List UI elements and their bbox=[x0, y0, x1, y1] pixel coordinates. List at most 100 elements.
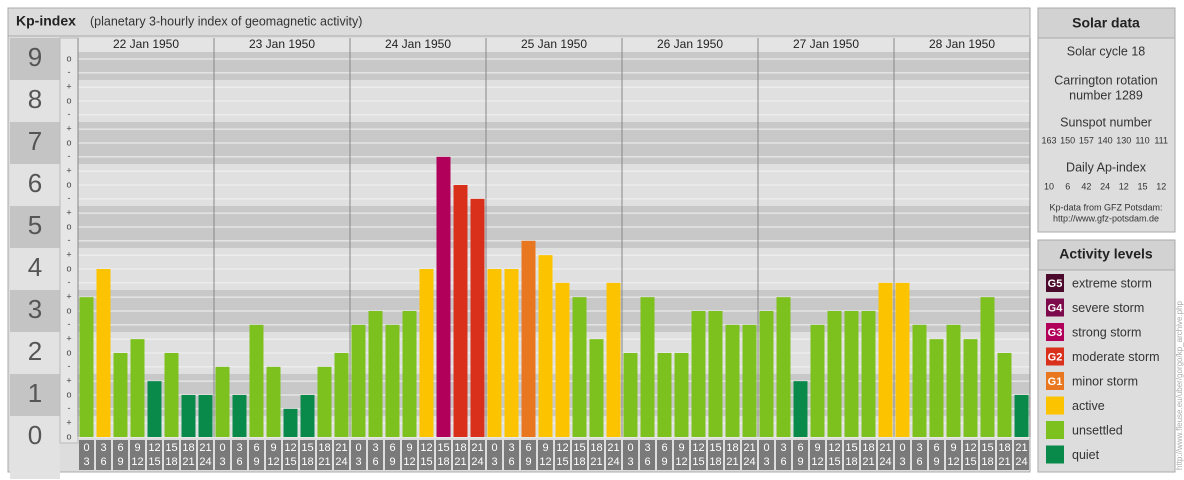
minor-tick-label: o bbox=[66, 53, 71, 63]
x-tick-label: 9 bbox=[270, 442, 276, 454]
bar bbox=[759, 311, 774, 437]
x-tick-label: 6 bbox=[389, 442, 395, 454]
x-tick-label: 3 bbox=[219, 456, 225, 468]
bar bbox=[776, 297, 791, 437]
digit-band bbox=[10, 248, 60, 290]
x-tick-label: 9 bbox=[933, 456, 939, 468]
x-tick-label: 12 bbox=[675, 456, 687, 468]
x-tick-label: 12 bbox=[131, 456, 143, 468]
sunspot-value: 110 bbox=[1135, 135, 1149, 145]
x-tick-label: 3 bbox=[627, 456, 633, 468]
bar bbox=[657, 353, 672, 437]
x-tick-label: 18 bbox=[998, 442, 1010, 454]
x-tick-label: 15 bbox=[148, 456, 160, 468]
legend-label: extreme storm bbox=[1072, 276, 1152, 290]
bar bbox=[487, 269, 502, 437]
minor-tick-label: + bbox=[66, 124, 71, 134]
x-tick-label: 6 bbox=[780, 456, 786, 468]
hour-box bbox=[164, 440, 179, 470]
x-tick-label: 0 bbox=[83, 442, 89, 454]
bar bbox=[300, 395, 315, 437]
x-tick-label: 0 bbox=[763, 442, 769, 454]
x-tick-label: 3 bbox=[236, 442, 242, 454]
minor-tick-label: o bbox=[66, 137, 71, 147]
hour-box bbox=[776, 440, 791, 470]
x-tick-label: 24 bbox=[199, 456, 211, 468]
carrington: Carrington rotation bbox=[1054, 73, 1158, 87]
hour-box bbox=[861, 440, 876, 470]
minor-tick-label: + bbox=[66, 418, 71, 428]
legend-swatch bbox=[1046, 396, 1064, 415]
bar bbox=[963, 339, 978, 437]
band bbox=[78, 416, 1030, 437]
minor-tick-label: o bbox=[66, 179, 71, 189]
hour-box bbox=[521, 440, 536, 470]
bar bbox=[895, 282, 910, 437]
minor-tick-label: + bbox=[66, 82, 71, 92]
hour-box bbox=[691, 440, 706, 470]
bar bbox=[980, 297, 995, 437]
minor-tick-label: - bbox=[68, 193, 71, 203]
x-tick-label: 6 bbox=[508, 456, 514, 468]
x-tick-label: 9 bbox=[117, 456, 123, 468]
hour-box bbox=[572, 440, 587, 470]
bar bbox=[572, 297, 587, 437]
digit-band bbox=[10, 164, 60, 206]
x-tick-label: 12 bbox=[964, 442, 976, 454]
x-tick-label: 15 bbox=[284, 456, 296, 468]
hour-box bbox=[419, 440, 434, 470]
source-url: http://www.gfz-potsdam.de bbox=[1053, 213, 1159, 223]
bar bbox=[946, 324, 961, 437]
hour-box bbox=[708, 440, 723, 470]
hour-box bbox=[317, 440, 332, 470]
x-tick-label: 6 bbox=[525, 442, 531, 454]
hour-box bbox=[912, 440, 927, 470]
bar bbox=[368, 311, 383, 437]
hour-box bbox=[504, 440, 519, 470]
y-tick-label: 3 bbox=[28, 294, 42, 324]
x-tick-label: 15 bbox=[845, 442, 857, 454]
x-tick-label: 18 bbox=[165, 456, 177, 468]
bar bbox=[606, 282, 621, 437]
x-tick-label: 12 bbox=[420, 442, 432, 454]
minor-tick-label: - bbox=[68, 235, 71, 245]
minor-tick-label: - bbox=[68, 67, 71, 77]
bar bbox=[623, 353, 638, 437]
minor-tick-label: + bbox=[66, 208, 71, 218]
hour-box bbox=[130, 440, 145, 470]
bar bbox=[742, 324, 757, 437]
hour-box bbox=[555, 440, 570, 470]
hour-box bbox=[113, 440, 128, 470]
digit-band bbox=[10, 332, 60, 374]
x-tick-label: 21 bbox=[607, 442, 619, 454]
legend-label: active bbox=[1072, 399, 1105, 413]
bar bbox=[708, 311, 723, 437]
x-tick-label: 18 bbox=[981, 456, 993, 468]
hour-box bbox=[351, 440, 366, 470]
digit-band bbox=[10, 290, 60, 332]
hour-box bbox=[759, 440, 774, 470]
bar bbox=[79, 297, 94, 437]
bar bbox=[878, 282, 893, 437]
x-tick-label: 21 bbox=[182, 456, 194, 468]
digit-band bbox=[10, 206, 60, 248]
bar bbox=[521, 240, 536, 437]
minor-tick-label: + bbox=[66, 250, 71, 260]
hour-box bbox=[963, 440, 978, 470]
x-tick-label: 18 bbox=[182, 442, 194, 454]
x-tick-label: 24 bbox=[1015, 456, 1027, 468]
x-tick-label: 0 bbox=[491, 442, 497, 454]
levels-title: Activity levels bbox=[1059, 246, 1153, 262]
legend-swatch bbox=[1046, 445, 1064, 464]
x-tick-label: 9 bbox=[134, 442, 140, 454]
day-label: 22 Jan 1950 bbox=[113, 37, 179, 51]
minor-tick-label: o bbox=[66, 221, 71, 231]
hour-box bbox=[1014, 440, 1029, 470]
chart-header bbox=[7, 7, 1031, 37]
hour-box bbox=[793, 440, 808, 470]
chart-subtitle: (planetary 3-hourly index of geomagnetic… bbox=[90, 14, 362, 28]
x-tick-label: 21 bbox=[454, 456, 466, 468]
x-tick-label: 3 bbox=[899, 456, 905, 468]
x-tick-label: 12 bbox=[947, 456, 959, 468]
